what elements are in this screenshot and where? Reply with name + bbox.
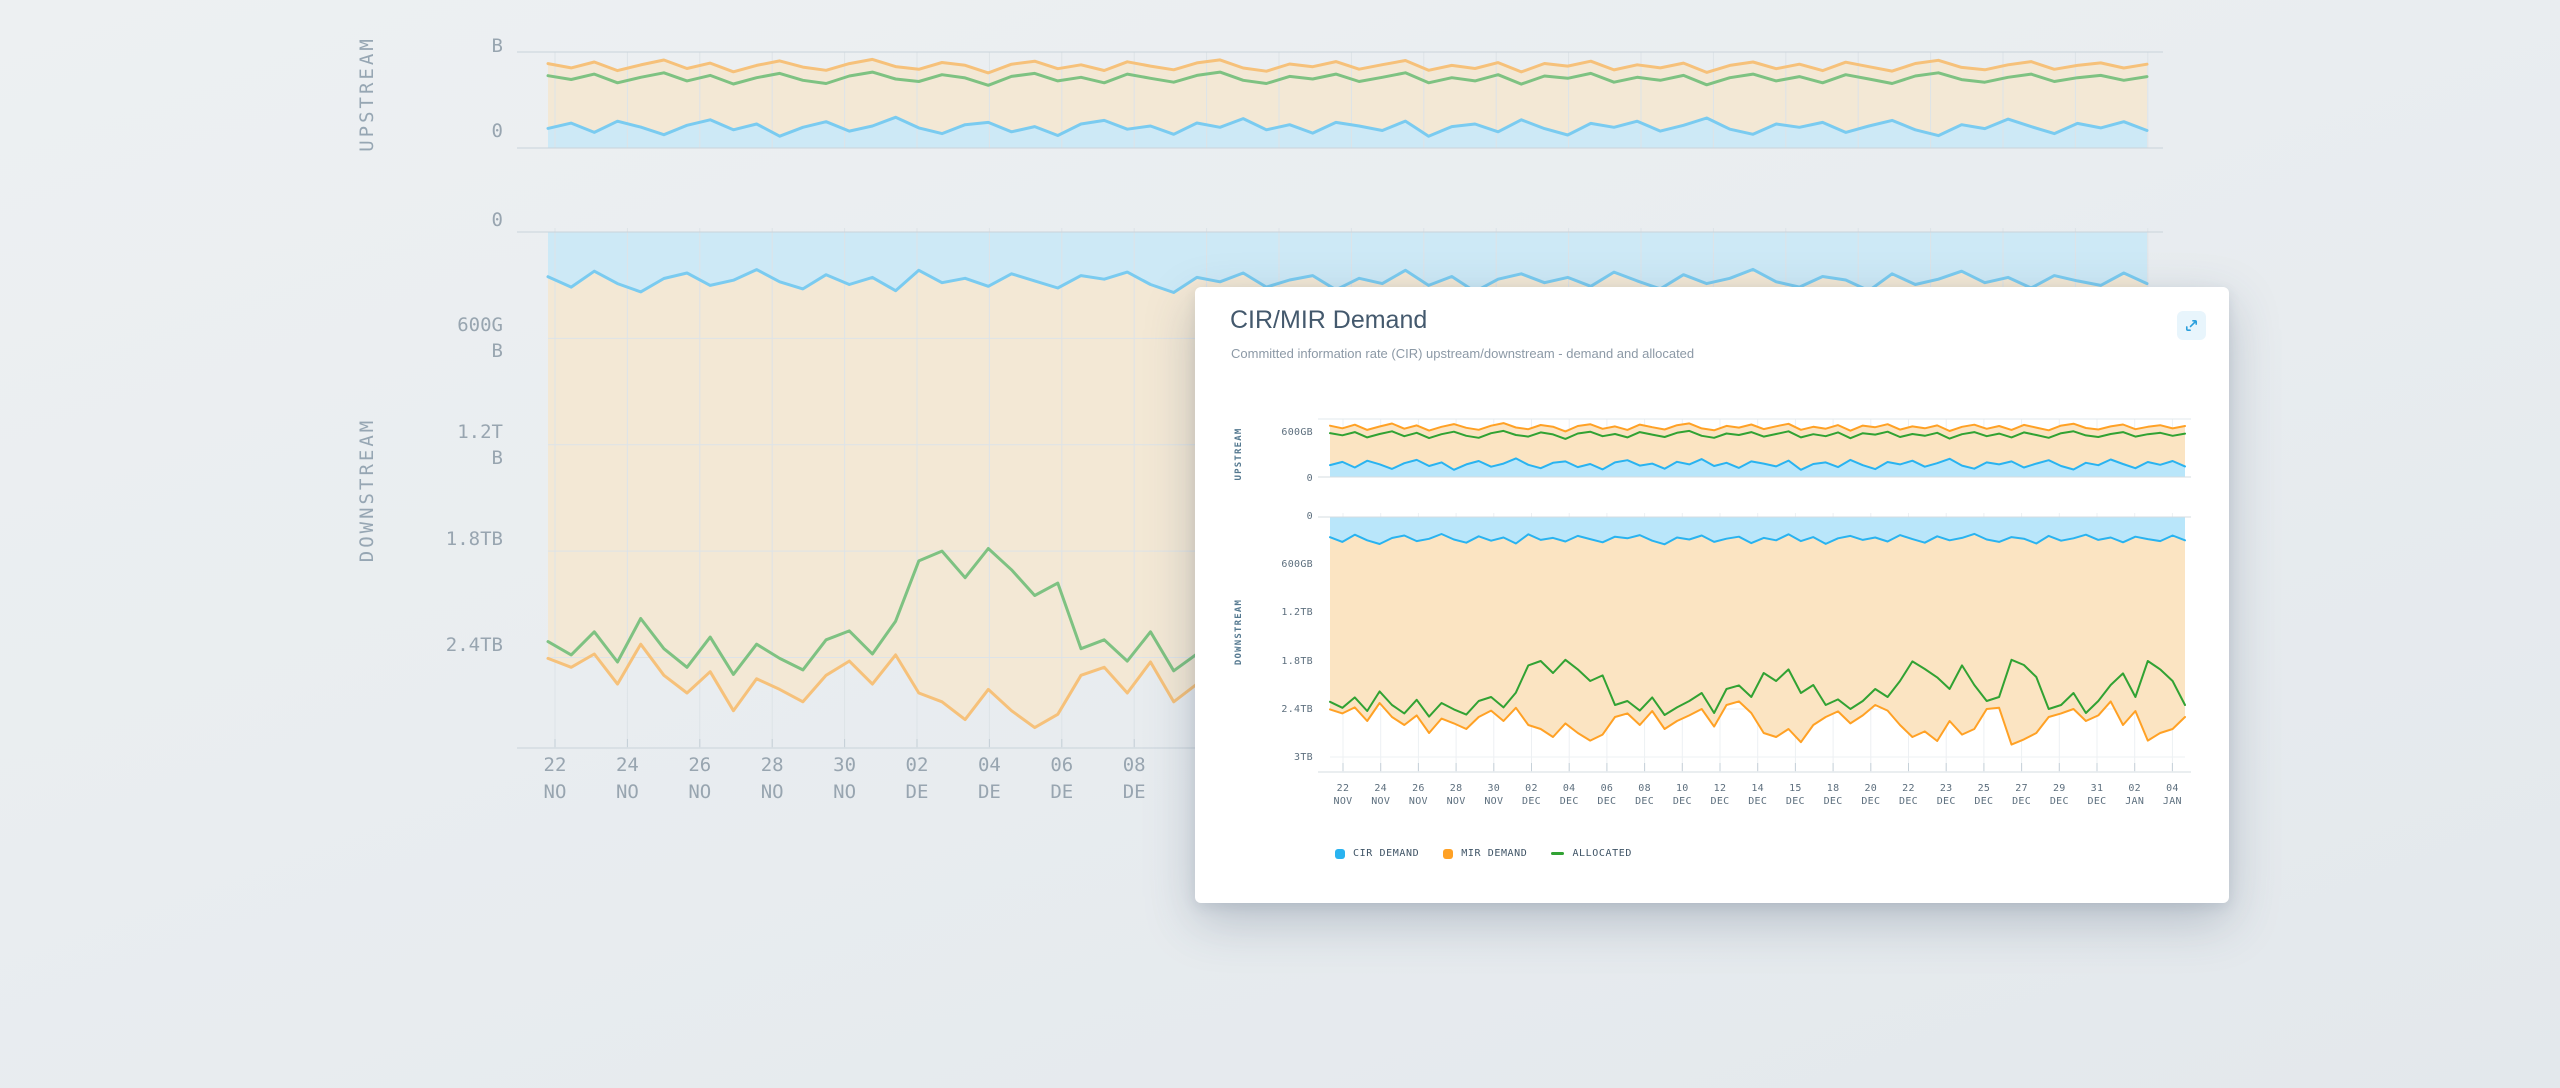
x-axis-tick-label: 23 DEC [1936, 783, 1956, 807]
y-axis-tick-label: 1.2T B [457, 421, 503, 469]
bg-downstream-y-axis-labels: 0 600G B 1.2T B 1.8TB 2.4TB [380, 0, 503, 760]
x-axis-tick-label: 06 DEC [1597, 783, 1617, 807]
downstream-chart-plot [1318, 513, 2191, 773]
x-axis-tick-label: 04 DE [977, 754, 1001, 803]
x-axis-tick-label: 14 DEC [1748, 783, 1768, 807]
x-axis-tick-label: 22 NO [543, 754, 567, 803]
x-axis-tick-label: 02 DE [905, 754, 929, 803]
legend-item-allocated[interactable]: ALLOCATED [1551, 848, 1632, 859]
x-axis-tick-label: 18 DEC [1823, 783, 1843, 807]
x-axis-tick-label: 22 NOV [1333, 783, 1353, 807]
x-axis-tick-label: 04 DEC [1559, 783, 1579, 807]
bg-downstream-axis-title: DOWNSTREAM [356, 417, 378, 563]
x-axis-tick-label: 25 DEC [1974, 783, 1994, 807]
legend-swatch-dash [1551, 852, 1565, 855]
y-axis-tick-label: 600GB [1281, 427, 1313, 438]
x-axis-tick-label: 28 NOV [1446, 783, 1466, 807]
x-axis-tick-label: 24 NOV [1371, 783, 1391, 807]
bg-upstream-chart-plot [517, 51, 2163, 149]
chart-legend: CIR DEMAND MIR DEMAND ALLOCATED [1335, 848, 1632, 859]
legend-item-cir-demand[interactable]: CIR DEMAND [1335, 848, 1419, 859]
y-axis-tick-label: B [491, 35, 503, 57]
card-subtitle: Committed information rate (CIR) upstrea… [1231, 346, 1695, 361]
y-axis-tick-label: 1.2TB [1281, 607, 1313, 618]
legend-label: MIR DEMAND [1461, 848, 1528, 859]
y-axis-tick-label: 0 [491, 120, 503, 142]
legend-item-mir-demand[interactable]: MIR DEMAND [1443, 848, 1527, 859]
x-axis-tick-label: 08 DEC [1635, 783, 1655, 807]
x-axis-tick-label: 28 NO [760, 754, 784, 803]
x-axis-tick-label: 06 DE [1050, 754, 1074, 803]
y-axis-tick-label: 1.8TB [1281, 656, 1313, 667]
x-axis-tick-label: 29 DEC [2049, 783, 2069, 807]
legend-label: ALLOCATED [1572, 848, 1633, 859]
y-axis-tick-label: 600GB [1281, 559, 1313, 570]
y-axis-tick-label: 2.4TB [1281, 704, 1313, 715]
x-axis-tick-label: 31 DEC [2087, 783, 2107, 807]
upstream-chart-plot [1318, 418, 2191, 478]
y-axis-tick-label: 600G B [457, 314, 503, 362]
x-axis-tick-label: 26 NOV [1408, 783, 1428, 807]
x-axis-tick-label: 30 NOV [1484, 783, 1504, 807]
y-axis-tick-label: 0 [1306, 511, 1313, 522]
x-axis-tick-label: 02 DEC [1522, 783, 1541, 807]
upstream-y-axis-labels: 600GB 0 [1235, 287, 1313, 507]
legend-swatch-square [1335, 848, 1345, 859]
downstream-y-axis-labels: 0 600GB 1.2TB 1.8TB 2.4TB 3TB [1235, 287, 1313, 787]
x-axis-tick-label: 10 DEC [1672, 783, 1692, 807]
x-axis-tick-label: 02 JAN [2125, 783, 2145, 807]
legend-label: CIR DEMAND [1353, 848, 1420, 859]
y-axis-tick-label: 3TB [1294, 752, 1313, 763]
legend-swatch-square [1443, 848, 1454, 859]
expand-icon [2185, 319, 2198, 332]
x-axis-tick-label: 22 DEC [1899, 783, 1918, 807]
x-axis-labels: 22 NOV 24 NOV 26 NOV 28 NOV 30 NOV 02 DEC 04 D… [1330, 783, 2185, 813]
x-axis-tick-label: 15 DEC [1785, 783, 1805, 807]
y-axis-tick-label: 1.8TB [445, 528, 503, 550]
y-axis-tick-label: 0 [1306, 473, 1313, 484]
y-axis-tick-label: 2.4TB [445, 634, 503, 656]
x-axis-tick-label: 20 DEC [1861, 783, 1881, 807]
x-axis-tick-label: 04 JAN [2162, 783, 2182, 807]
x-axis-tick-label: 26 NO [688, 754, 712, 803]
x-axis-tick-label: 24 NO [615, 754, 639, 803]
x-axis-tick-label: 30 NO [833, 754, 857, 803]
expand-button[interactable] [2177, 311, 2206, 340]
x-axis-tick-label: 27 DEC [2012, 783, 2032, 807]
bg-x-axis-labels: 22 NO 24 NO 26 NO 28 NO 30 NO 02 DE 04 DE 06 DE… [544, 752, 2147, 812]
x-axis-tick-label: 12 DEC [1710, 783, 1730, 807]
card-title: CIR/MIR Demand [1230, 306, 1428, 334]
cir-mir-demand-card: CIR/MIR Demand Committed information rat… [1195, 287, 2229, 903]
bg-upstream-axis-title: UPSTREAM [356, 36, 378, 152]
y-axis-tick-label: 0 [491, 209, 503, 231]
x-axis-tick-label: 08 DE [1122, 754, 1146, 803]
